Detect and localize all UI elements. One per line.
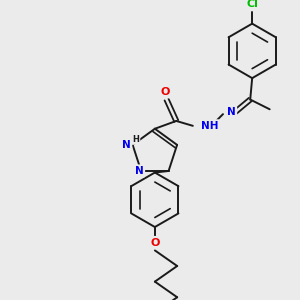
Text: H: H (132, 134, 139, 143)
Text: N: N (135, 166, 144, 176)
Text: N: N (122, 140, 131, 150)
Text: N: N (227, 107, 236, 117)
Text: O: O (150, 238, 160, 248)
Text: NH: NH (201, 121, 218, 131)
Text: O: O (161, 87, 170, 97)
Text: Cl: Cl (246, 0, 258, 9)
